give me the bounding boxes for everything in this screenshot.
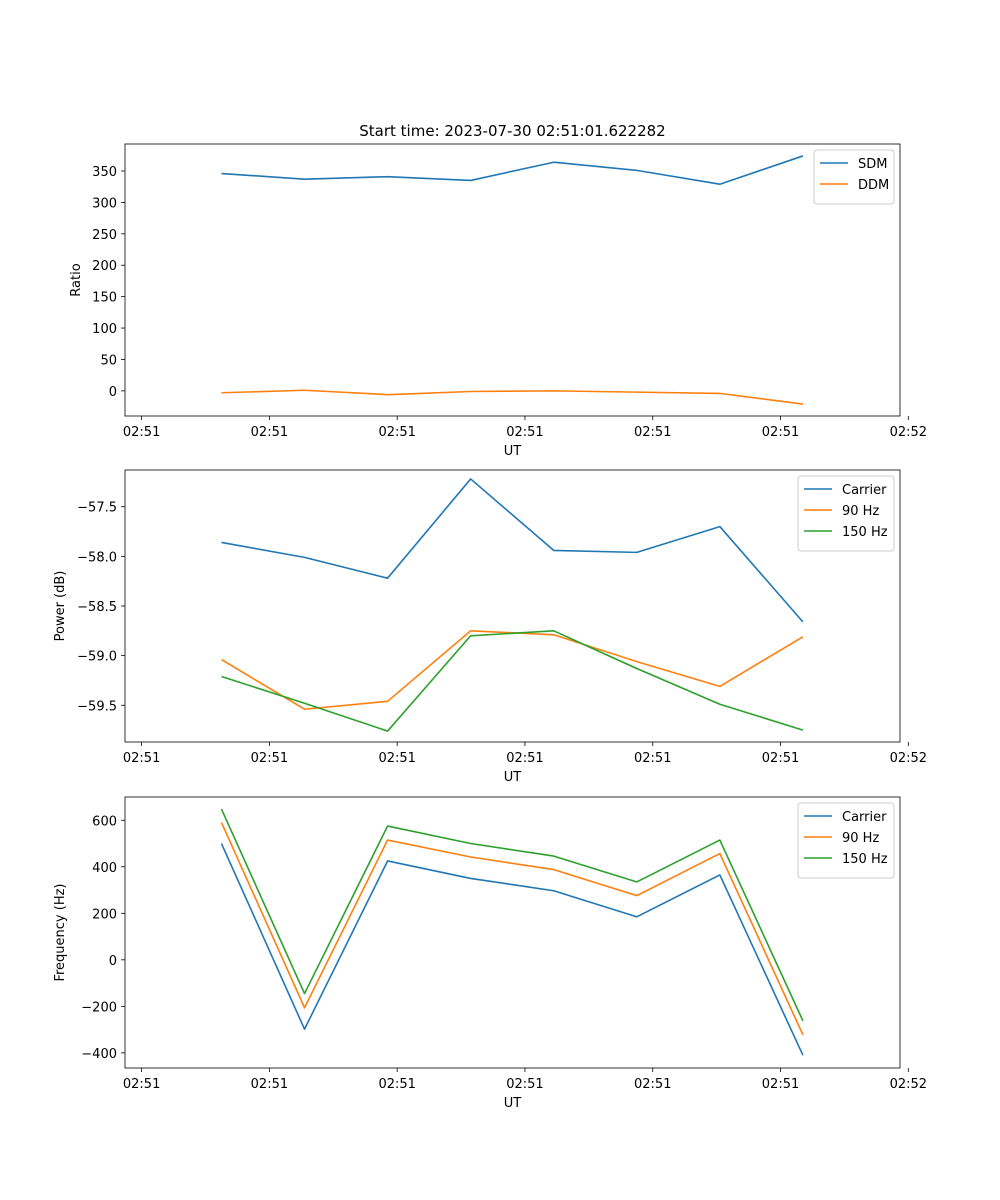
p1-axes-frame (124, 469, 901, 743)
p1-legend-label-90-hz: 90 Hz (842, 504, 879, 519)
p2-legend-label-90-hz: 90 Hz (842, 831, 879, 846)
p0-y-tick-label-6: 300 (92, 196, 117, 211)
p1-y-tick-label-1: −59.0 (77, 650, 117, 665)
p0-x-tick-label-5: 02:51 (762, 425, 799, 440)
p0-y-tick-label-3: 150 (92, 291, 117, 306)
p1-y-axis-label: Power (dB) (53, 571, 68, 642)
p1-legend: Carrier 90 Hz 150 Hz (797, 475, 895, 552)
p0-series-ddm-line (221, 389, 803, 405)
p0-x-tick-label-0: 02:51 (123, 425, 160, 440)
p2-legend-label-carrier: Carrier (842, 810, 887, 825)
p2-y-tick-label-3: 200 (92, 907, 117, 922)
p2-y-tick-label-4: 400 (92, 861, 117, 876)
p2-legend: Carrier 90 Hz 150 Hz (797, 802, 895, 879)
p2-x-tick-label-3: 02:51 (506, 1077, 543, 1092)
p0-series-sdm-line (221, 155, 804, 185)
p2-y-tick-label-0: −400 (81, 1047, 117, 1062)
p2-x-tick-label-5: 02:51 (762, 1077, 799, 1092)
p1-y-tick-label-2: −58.5 (77, 600, 117, 615)
p1-legend-box (797, 475, 895, 552)
p2-x-tick-label-0: 02:51 (123, 1077, 160, 1092)
p0-y-tick-label-0: 0 (109, 385, 117, 400)
p2-x-tick-label-2: 02:51 (378, 1077, 415, 1092)
p0-legend: SDM DDM (813, 149, 895, 205)
p0-x-tick-label-3: 02:51 (506, 425, 543, 440)
p2-x-tick-label-4: 02:51 (634, 1077, 671, 1092)
chart-title: Start time: 2023-07-30 02:51:01.622282 (359, 122, 665, 140)
p0-axes-frame (124, 143, 901, 417)
p1-series-90-hz-line (221, 630, 804, 711)
p2-series-150-hz-line (220, 808, 804, 1022)
p2-y-tick-label-2: 0 (109, 954, 117, 969)
p0-y-tick-label-1: 50 (100, 353, 117, 368)
p0-legend-label-ddm: DDM (858, 178, 889, 193)
p1-x-tick-label-1: 02:51 (251, 751, 288, 766)
p1-x-tick-label-3: 02:51 (506, 751, 543, 766)
p2-legend-label-150-hz: 150 Hz (842, 852, 888, 867)
p1-x-tick-label-2: 02:51 (378, 751, 415, 766)
p0-y-tick-label-5: 250 (92, 228, 117, 243)
p0-y-tick-label-7: 350 (92, 165, 117, 180)
p2-series-90-hz-line (220, 822, 804, 1036)
p1-x-tick-label-6: 02:52 (890, 751, 927, 766)
p1-x-tick-label-4: 02:51 (634, 751, 671, 766)
p1-legend-label-carrier: Carrier (842, 483, 887, 498)
p1-x-tick-label-5: 02:51 (762, 751, 799, 766)
p1-y-tick-label-4: −57.5 (77, 501, 117, 516)
p0-x-tick-label-6: 02:52 (890, 425, 927, 440)
p2-y-tick-label-5: 600 (92, 814, 117, 829)
p1-series-carrier-line (221, 478, 804, 623)
p0-y-tick-label-4: 200 (92, 259, 117, 274)
p0-x-tick-label-1: 02:51 (251, 425, 288, 440)
p2-legend-box (797, 802, 895, 879)
p2-series-carrier-line (220, 843, 804, 1056)
p2-y-axis-label: Frequency (Hz) (53, 883, 68, 981)
p0-x-axis-label: UT (504, 444, 522, 459)
p1-x-axis-label: UT (504, 770, 522, 785)
p1-y-tick-label-3: −58.0 (77, 550, 117, 565)
p1-y-tick-label-0: −59.5 (77, 699, 117, 714)
panel-power: 02:51 02:51 02:51 02:51 02:51 02:51 02:52 −59.5… (53, 469, 927, 785)
p0-x-tick-label-2: 02:51 (378, 425, 415, 440)
p2-x-tick-label-6: 02:52 (890, 1077, 927, 1092)
p0-y-tick-label-2: 100 (92, 322, 117, 337)
p1-legend-label-150-hz: 150 Hz (842, 525, 888, 540)
p0-y-axis-label: Ratio (69, 263, 84, 296)
panel-frequency: 02:51 02:51 02:51 02:51 02:51 02:51 02:52 −400 −… (53, 796, 927, 1111)
p0-legend-label-sdm: SDM (858, 157, 887, 172)
p1-series-150-hz-line (221, 630, 804, 732)
p1-x-tick-label-0: 02:51 (123, 751, 160, 766)
p2-axes-frame (124, 796, 901, 1069)
panel-ratio: 02:51 02:51 02:51 02:51 02:51 02:51 02:52 0 50 10… (69, 143, 927, 459)
p2-y-tick-label-1: −200 (81, 1000, 117, 1015)
p2-x-tick-label-1: 02:51 (251, 1077, 288, 1092)
p0-x-tick-label-4: 02:51 (634, 425, 671, 440)
p2-x-axis-label: UT (504, 1096, 522, 1111)
